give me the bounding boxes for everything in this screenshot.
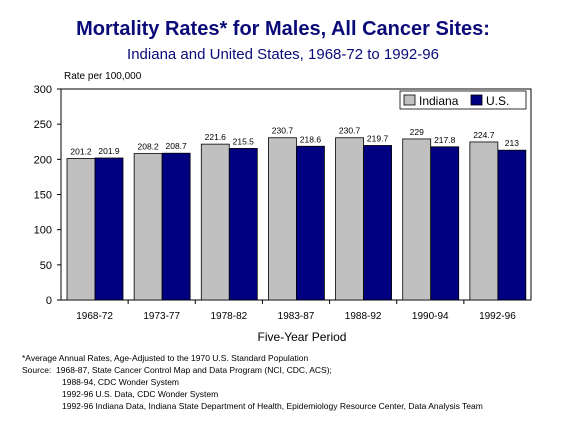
chart-title: Mortality Rates* for Males, All Cancer S… (76, 18, 490, 40)
footnote-line: *Average Annual Rates, Age-Adjusted to t… (22, 353, 309, 363)
chart-subtitle: Indiana and United States, 1968-72 to 19… (127, 46, 439, 63)
x-tick-label: 1968-72 (76, 311, 113, 322)
legend-box (399, 90, 527, 110)
data-label: 215.5 (233, 136, 255, 146)
data-label: 201.2 (70, 146, 92, 156)
y-tick-label: 200 (34, 154, 52, 166)
bar-chart: 0 50 100 150 200 250 300 201.2 201.9 1968-72 208.2… (34, 84, 532, 344)
x-tick-label: 1990-94 (412, 311, 449, 322)
x-tick-label: 1988-92 (345, 311, 382, 322)
x-tick-label: 1978-82 (211, 311, 248, 322)
footnote-line: Source: 1968-87, State Cancer Control Ma… (22, 365, 332, 375)
data-label: 219.7 (367, 133, 389, 143)
bar-us (94, 157, 124, 301)
bar-indiana (66, 158, 96, 301)
data-label: 221.6 (205, 132, 227, 142)
data-label: 230.7 (272, 126, 294, 136)
bar-indiana (133, 153, 163, 301)
footnote-line: 1988-94, CDC Wonder System (62, 377, 180, 387)
x-tick-label: 1992-96 (479, 311, 516, 322)
legend-swatch-us (470, 94, 483, 106)
y-tick-label: 250 (34, 119, 52, 131)
data-label: 201.9 (98, 146, 120, 156)
bar-indiana (402, 138, 432, 301)
data-label: 224.7 (473, 130, 495, 140)
bar-indiana (469, 141, 499, 301)
bar-indiana (335, 137, 364, 301)
legend-label-indiana: Indiana (419, 94, 459, 108)
y-tick-label: 0 (46, 295, 52, 307)
x-tick-label: 1973-77 (143, 311, 180, 322)
data-label: 229 (410, 127, 424, 137)
x-tick-label: 1983-87 (278, 311, 315, 322)
bar-us (161, 152, 191, 301)
bar-us (296, 145, 325, 301)
legend-swatch-indiana (403, 94, 416, 106)
y-tick-label: 150 (34, 190, 52, 202)
bar-indiana (200, 143, 230, 301)
bar-us (430, 146, 460, 301)
bar-us (363, 145, 392, 301)
x-axis-title: Five-Year Period (258, 330, 347, 344)
data-label: 213 (505, 138, 519, 148)
y-tick-label: 300 (34, 84, 52, 96)
legend-label-us: U.S. (486, 94, 509, 108)
bar-indiana (268, 137, 297, 301)
data-label: 208.7 (166, 141, 188, 151)
y-axis-label: Rate per 100,000 (64, 71, 142, 82)
footnote-line: 1992-96 Indiana Data, Indiana State Depa… (62, 401, 483, 411)
data-label: 208.2 (138, 142, 160, 152)
footnote-line: 1992-96 U.S. Data, CDC Wonder System (62, 389, 219, 399)
bar-us (497, 149, 527, 301)
footnotes: *Average Annual Rates, Age-Adjusted to t… (22, 352, 483, 412)
y-tick-label: 100 (34, 225, 52, 237)
data-label: 218.6 (300, 134, 322, 144)
y-tick-label: 50 (40, 260, 52, 272)
data-label: 230.7 (339, 126, 361, 136)
bar-us (228, 148, 258, 301)
data-label: 217.8 (434, 135, 456, 145)
